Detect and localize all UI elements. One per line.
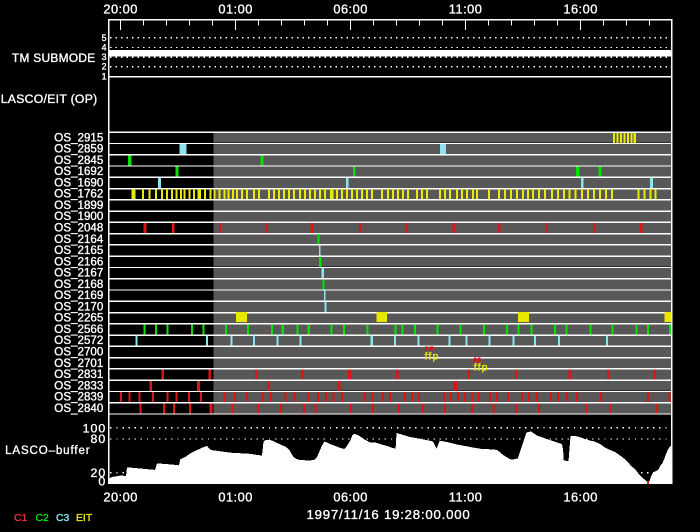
svg-text:1997/11/16 19:28:00.000: 1997/11/16 19:28:00.000 (306, 507, 470, 522)
svg-text:0: 0 (98, 475, 106, 489)
svg-text:OS_2840: OS_2840 (54, 402, 103, 415)
svg-text:OS_1692: OS_1692 (54, 165, 103, 178)
svg-text:OS_2167: OS_2167 (54, 267, 103, 280)
svg-text:OS_1900: OS_1900 (54, 210, 103, 223)
svg-text:TM SUBMODE: TM SUBMODE (12, 51, 96, 65)
svg-text:01:00: 01:00 (218, 490, 253, 505)
svg-text:20: 20 (91, 466, 107, 480)
svg-text:20:00: 20:00 (103, 490, 138, 505)
svg-text:16:00: 16:00 (563, 490, 598, 505)
svg-text:11:00: 11:00 (449, 1, 483, 16)
svg-text:OS_1762: OS_1762 (54, 188, 103, 201)
svg-text:C1: C1 (14, 513, 28, 524)
svg-text:OS_2169: OS_2169 (54, 289, 103, 302)
svg-text:ffp: ffp (474, 362, 489, 374)
svg-text:ffp: ffp (425, 351, 440, 363)
svg-text:OS_2048: OS_2048 (54, 222, 103, 235)
svg-text:OS_2859: OS_2859 (54, 143, 103, 156)
svg-text:OS_2165: OS_2165 (54, 244, 103, 257)
svg-text:OS_2833: OS_2833 (54, 379, 103, 392)
svg-text:OS_2701: OS_2701 (54, 357, 103, 370)
svg-text:16:00: 16:00 (563, 1, 598, 16)
svg-text:OS_2566: OS_2566 (54, 323, 103, 336)
svg-text:2: 2 (102, 62, 107, 72)
svg-text:1: 1 (102, 71, 107, 81)
svg-text:C2: C2 (36, 513, 50, 524)
svg-text:EIT: EIT (76, 513, 93, 524)
svg-text:20:00: 20:00 (103, 1, 138, 16)
svg-text:OS_2572: OS_2572 (54, 334, 103, 347)
svg-text:OS_2164: OS_2164 (54, 233, 104, 246)
svg-text:OS_2839: OS_2839 (54, 391, 103, 404)
svg-text:OS_1690: OS_1690 (54, 176, 103, 189)
svg-text:OS_2915: OS_2915 (54, 131, 103, 144)
svg-text:06:00: 06:00 (333, 1, 368, 16)
svg-text:5: 5 (102, 33, 107, 43)
svg-text:OS_2700: OS_2700 (54, 346, 103, 359)
svg-text:LASCO–buffer: LASCO–buffer (5, 445, 90, 457)
svg-text:OS_2170: OS_2170 (54, 300, 103, 313)
svg-text:C3: C3 (56, 513, 70, 524)
svg-text:LASCO/EIT (OP): LASCO/EIT (OP) (1, 92, 98, 106)
svg-text:OS_2166: OS_2166 (54, 255, 103, 268)
svg-text:11:00: 11:00 (449, 490, 483, 505)
svg-text:OS_2265: OS_2265 (54, 312, 103, 325)
svg-text:3: 3 (102, 52, 107, 62)
svg-text:100: 100 (83, 422, 107, 436)
svg-text:OS_2845: OS_2845 (54, 154, 103, 167)
svg-text:OS_2168: OS_2168 (54, 278, 103, 291)
svg-text:4: 4 (102, 43, 107, 53)
svg-text:80: 80 (91, 432, 107, 446)
svg-text:01:00: 01:00 (218, 1, 253, 16)
svg-text:OS_2831: OS_2831 (54, 368, 103, 381)
svg-text:06:00: 06:00 (333, 490, 368, 505)
svg-text:OS_1899: OS_1899 (54, 199, 103, 212)
